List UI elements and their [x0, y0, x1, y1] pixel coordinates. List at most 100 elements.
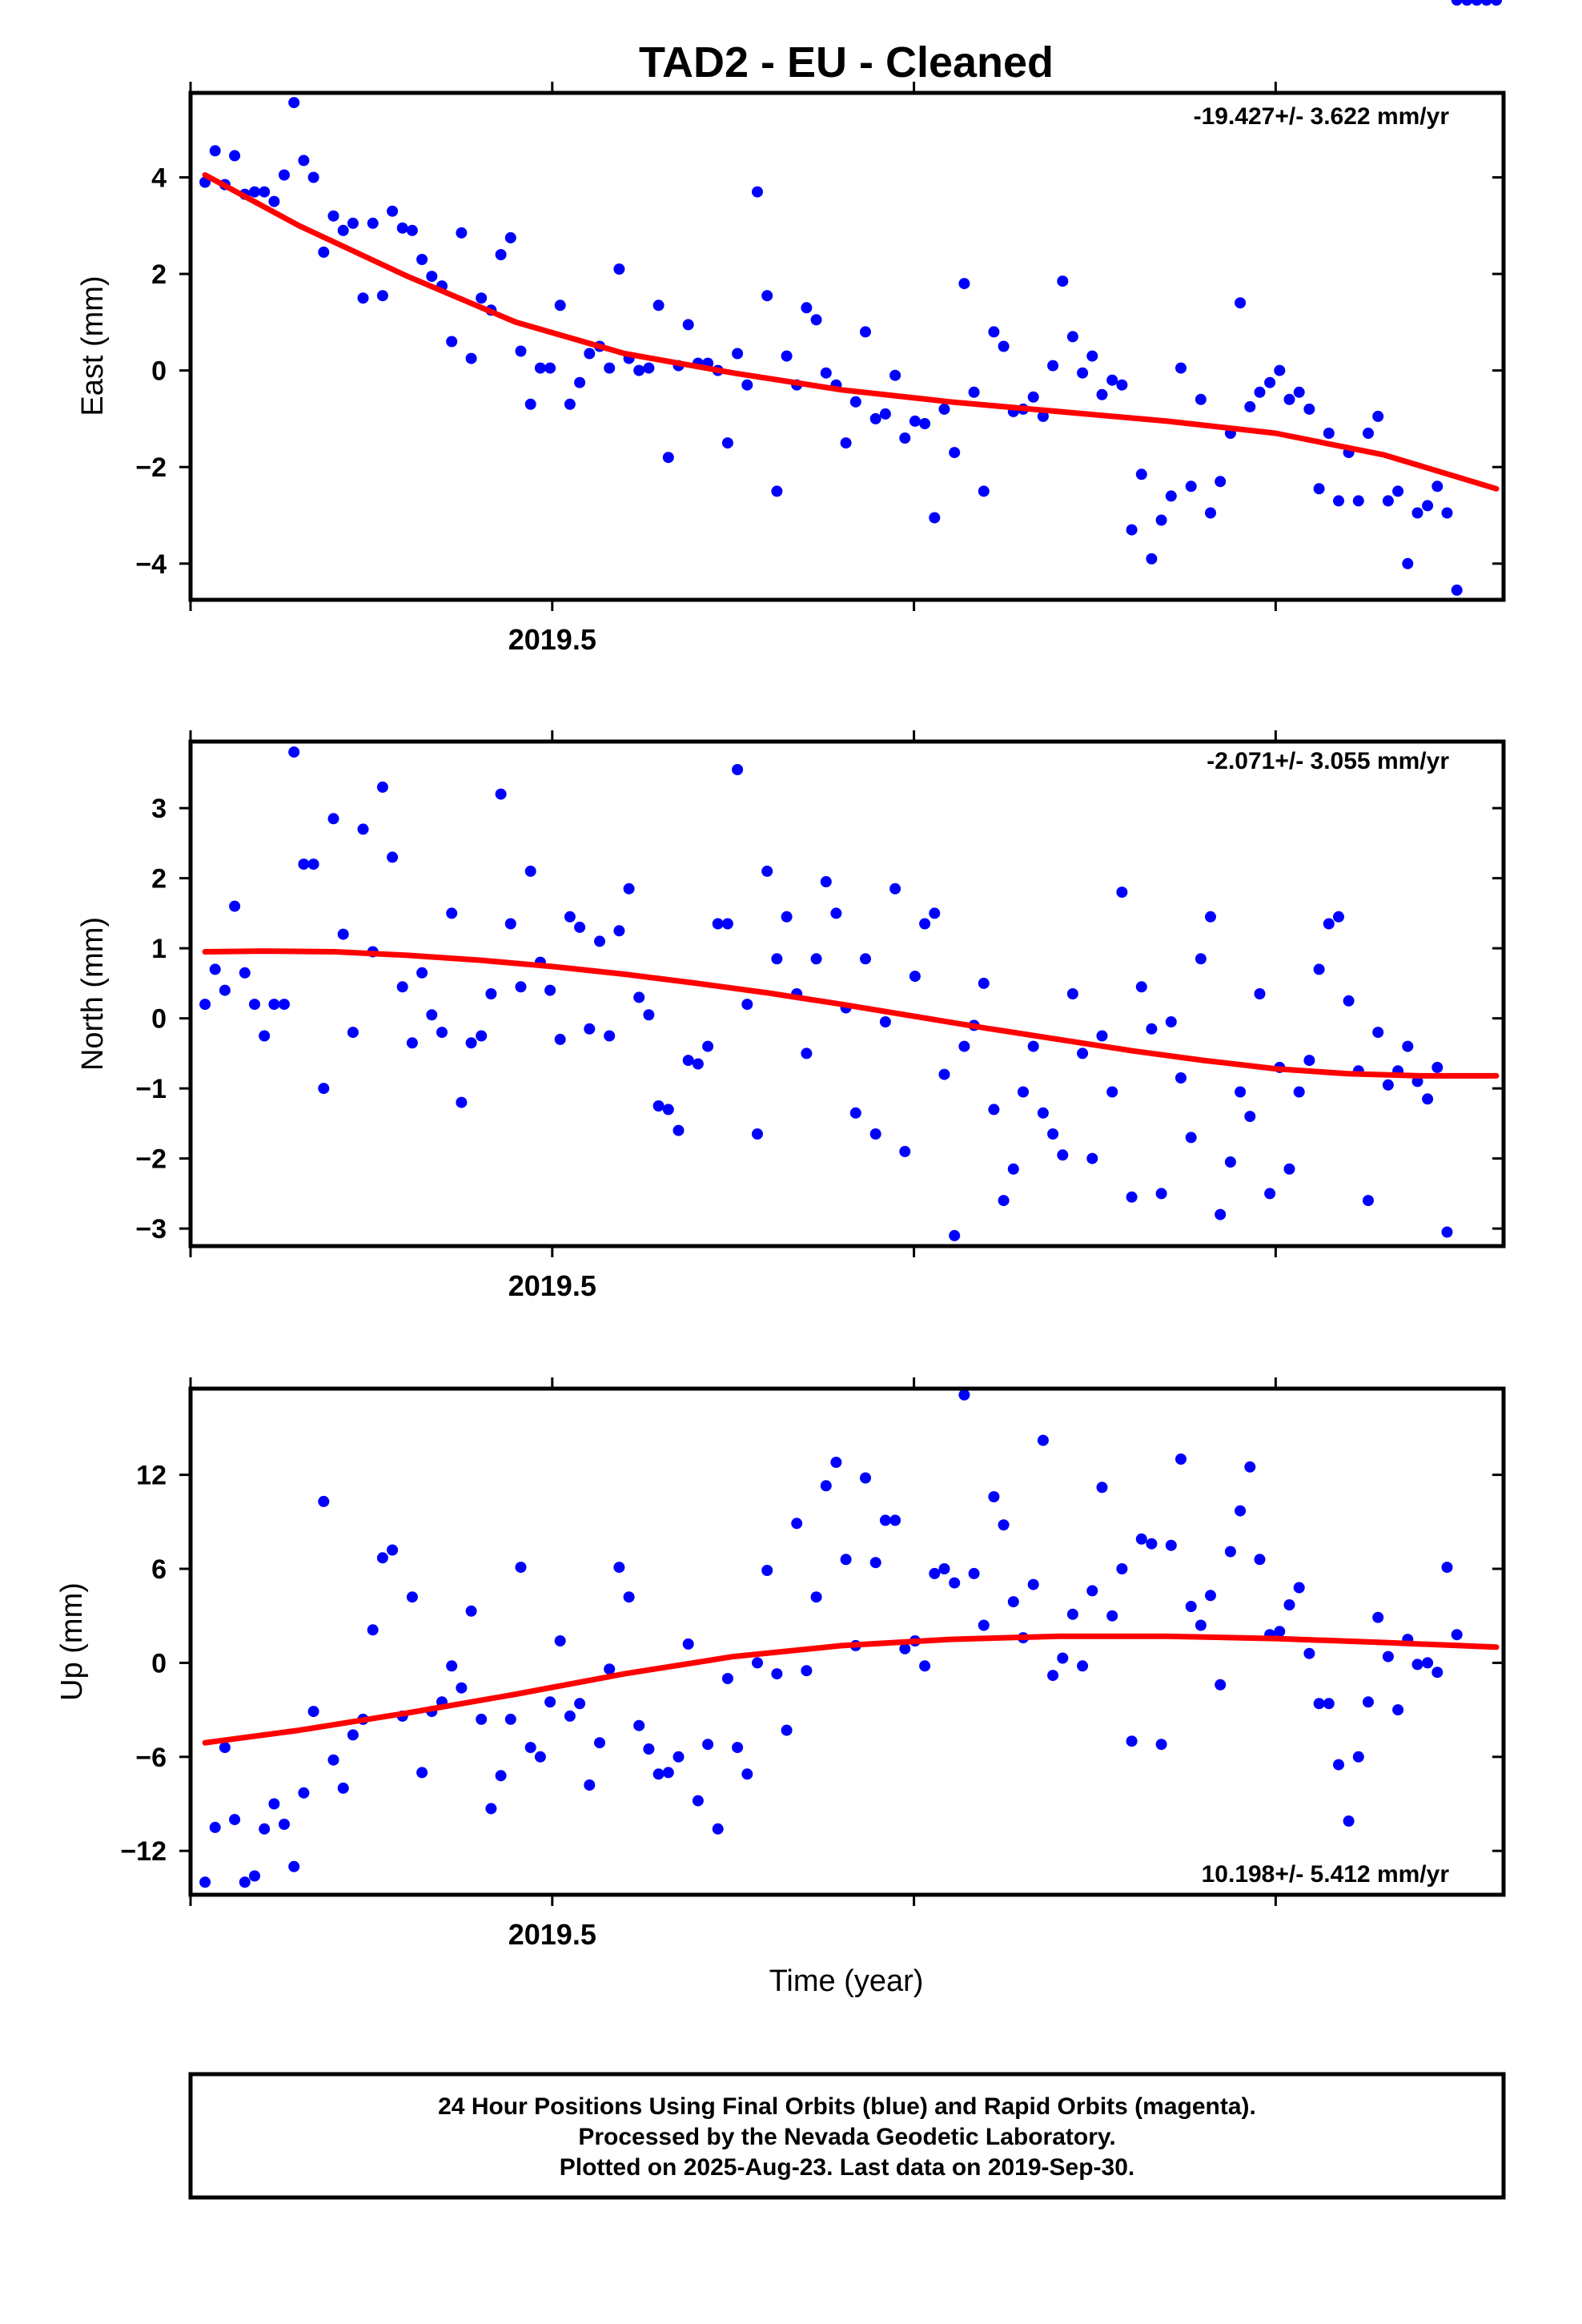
- up-data-point: [219, 1742, 231, 1754]
- up-data-point: [515, 1562, 527, 1574]
- north-data-point: [869, 1128, 881, 1140]
- east-data-point: [1086, 350, 1098, 362]
- y-tick-label: 0: [151, 1004, 167, 1035]
- north-data-point: [849, 1107, 861, 1119]
- up-data-point: [476, 1713, 488, 1725]
- up-data-point: [682, 1638, 694, 1650]
- north-data-point: [1027, 1040, 1039, 1052]
- up-data-point: [239, 1876, 251, 1888]
- east-data-point: [652, 300, 665, 312]
- up-data-point: [485, 1803, 497, 1815]
- north-data-point: [259, 1030, 271, 1042]
- east-data-point: [249, 186, 260, 198]
- east-data-point: [307, 171, 319, 183]
- north-data-point: [239, 967, 251, 979]
- up-data-point: [1480, 0, 1492, 6]
- north-data-point: [1293, 1086, 1305, 1098]
- north-data-point: [810, 953, 822, 965]
- north-data-point: [1372, 1027, 1384, 1039]
- east-data-point: [1352, 495, 1364, 507]
- east-data-point: [406, 224, 418, 236]
- up-data-point: [869, 1557, 881, 1569]
- north-data-point: [1195, 953, 1207, 965]
- north-data-point: [1283, 1163, 1295, 1175]
- east-data-point: [1402, 557, 1414, 569]
- north-data-point: [337, 928, 349, 940]
- north-data-point: [318, 1083, 330, 1095]
- north-data-point: [1077, 1047, 1089, 1059]
- east-data-point: [446, 336, 458, 348]
- footer-line-2: Processed by the Nevada Geodetic Laborat…: [578, 2124, 1115, 2150]
- east-data-point: [949, 447, 961, 459]
- up-data-point: [1451, 1629, 1463, 1641]
- east-data-point: [958, 278, 970, 290]
- north-data-point: [416, 967, 428, 979]
- y-tick-label: 1: [151, 934, 167, 964]
- x-tick-label: 2019.5: [508, 1918, 596, 1951]
- east-data-point: [279, 169, 290, 181]
- up-data-point: [544, 1696, 556, 1708]
- east-data-point: [889, 369, 901, 381]
- up-data-point: [504, 1713, 516, 1725]
- north-data-point: [889, 883, 901, 895]
- up-data-point: [1116, 1563, 1128, 1574]
- up-data-point: [1303, 1647, 1315, 1659]
- up-data-point: [307, 1706, 319, 1718]
- y-tick-label: −2: [135, 1144, 167, 1175]
- y-tick-label: −3: [135, 1214, 167, 1244]
- east-data-point: [465, 352, 477, 364]
- up-data-point: [1175, 1454, 1186, 1465]
- east-data-point: [1422, 500, 1434, 512]
- up-data-point: [199, 1876, 211, 1888]
- east-data-point: [1205, 507, 1216, 519]
- up-data-point: [1007, 1596, 1019, 1608]
- up-data-point: [702, 1739, 714, 1751]
- east-data-point: [860, 326, 871, 338]
- north-data-point: [1215, 1208, 1227, 1220]
- up-data-point: [1313, 1698, 1325, 1710]
- north-data-point: [998, 1195, 1010, 1207]
- north-data-point: [1451, 0, 1463, 6]
- up-data-point: [387, 1544, 399, 1556]
- north-data-point: [1264, 1188, 1276, 1200]
- up-data-point: [318, 1495, 330, 1507]
- east-y-axis-label: East (mm): [76, 275, 110, 416]
- up-data-point: [840, 1554, 852, 1566]
- y-tick-label: −6: [135, 1743, 167, 1773]
- north-data-point: [613, 925, 625, 937]
- east-data-point: [504, 231, 516, 243]
- north-data-point: [347, 1027, 359, 1039]
- east-data-point: [1293, 386, 1305, 398]
- up-data-point: [929, 1567, 941, 1579]
- north-data-point: [554, 1033, 566, 1045]
- up-data-point: [801, 1665, 813, 1677]
- east-data-point: [298, 155, 310, 167]
- north-data-point: [594, 935, 605, 947]
- north-data-point: [949, 1229, 961, 1241]
- north-data-point: [673, 1124, 685, 1136]
- east-data-point: [268, 195, 280, 207]
- up-data-point: [919, 1660, 931, 1672]
- up-data-point: [1392, 1704, 1404, 1716]
- up-data-point: [584, 1779, 596, 1791]
- east-data-point: [318, 246, 330, 258]
- north-data-point: [279, 999, 290, 1011]
- north-data-point: [436, 1027, 448, 1039]
- up-data-point: [1363, 1696, 1374, 1708]
- east-data-point: [574, 376, 586, 388]
- east-data-point: [604, 362, 616, 374]
- north-data-point: [1185, 1132, 1197, 1144]
- up-data-point: [1224, 1546, 1236, 1558]
- north-data-point: [1382, 1079, 1394, 1091]
- up-data-point: [830, 1457, 842, 1468]
- y-tick-label: −1: [135, 1074, 167, 1104]
- north-data-point: [249, 999, 260, 1011]
- east-data-point: [1155, 514, 1167, 526]
- north-data-point: [406, 1037, 418, 1049]
- up-data-point: [1431, 1667, 1443, 1679]
- north-data-point: [682, 1055, 694, 1067]
- north-data-point: [219, 984, 231, 996]
- east-data-point: [998, 340, 1010, 352]
- up-data-point: [1254, 1554, 1266, 1566]
